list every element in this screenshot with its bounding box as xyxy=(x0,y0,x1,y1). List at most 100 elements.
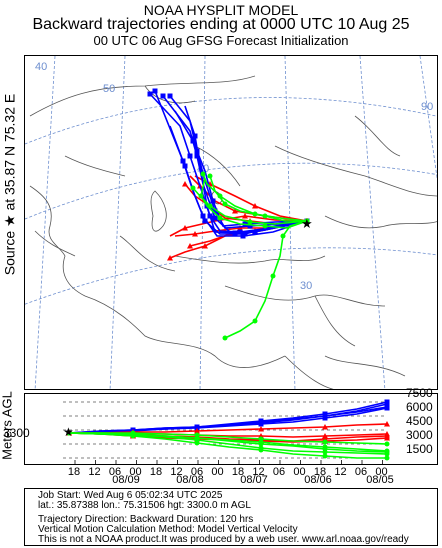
vertical-trajectory-top-3 xyxy=(68,406,388,434)
vertical-trajectory-bottom-12-marker xyxy=(258,439,264,445)
vertical-trajectory-middle-6-marker xyxy=(384,431,390,437)
map-trajectory-middle-3-marker xyxy=(232,208,238,214)
map-trajectory-top-9-marker xyxy=(247,223,253,229)
hour-tick-label: 06 xyxy=(354,466,368,478)
map-trajectory-bottom-14 xyxy=(224,220,308,339)
map-trajectory-bottom-14-marker xyxy=(270,273,276,279)
initialization-subtitle: 00 UTC 06 Aug GFSG Forecast Initializati… xyxy=(93,33,349,48)
graticule xyxy=(25,56,437,389)
vertical-trajectory-middle-7-marker xyxy=(384,435,390,441)
trajectory-map: 50 40 30 40 90 ★ xyxy=(24,55,438,390)
hour-tick-label: 12 xyxy=(252,466,265,478)
map-trajectory-top-13-marker xyxy=(240,233,246,239)
level-label-1500: 1500 xyxy=(406,442,433,456)
map-trajectory-bottom-14-marker xyxy=(280,233,286,239)
vertical-trajectory-bottom-12-marker xyxy=(130,432,136,438)
vertical-trajectory-top-2 xyxy=(68,401,388,434)
map-trajectory-bottom-14-marker xyxy=(222,335,228,341)
vertical-trajectory-bottom-12-marker xyxy=(66,430,72,436)
vertical-trajectory-middle-4-marker xyxy=(384,421,390,427)
level-label-7500: 7500 xyxy=(406,386,433,400)
vertical-source-star: ★ xyxy=(63,425,74,439)
map-trajectory-middle-0-marker xyxy=(182,225,188,231)
job-start-text: Job Start: Wed Aug 6 05:02:34 UTC 2025 xyxy=(38,490,223,501)
latitude-line-40 xyxy=(25,162,437,220)
vertical-trajectory-bottom-12 xyxy=(68,432,388,452)
map-trajectory-middle-5-marker xyxy=(187,243,193,249)
hour-tick-label: 18 xyxy=(313,466,327,478)
hour-tick-label: 12 xyxy=(88,466,101,478)
hour-tick-label: 00 xyxy=(211,466,224,478)
vertical-trajectory-top-2-marker xyxy=(384,399,390,405)
map-trajectory-bottom-16-marker xyxy=(252,211,258,217)
map-trajectory-top-7 xyxy=(154,90,308,235)
hour-tick-label: 12 xyxy=(170,466,183,478)
map-trajectory-bottom-17-marker xyxy=(247,219,253,225)
map-trajectory-bottom-16-marker xyxy=(217,193,223,199)
map-trajectory-top-7-marker xyxy=(152,88,158,94)
map-trajectory-top-12-marker xyxy=(160,93,166,99)
border-central-asia xyxy=(174,255,326,264)
time-axis-ticks xyxy=(74,460,383,464)
date-label-0806: 08/06 xyxy=(304,474,332,486)
hour-tick-label: 00 xyxy=(129,466,142,478)
map-trajectory-top-10-marker xyxy=(232,230,238,236)
caspian-west xyxy=(29,185,86,297)
longitude-line-a xyxy=(34,56,56,389)
map-trajectory-top-7-marker xyxy=(202,218,208,224)
vertical-trajectory-bottom-11 xyxy=(69,432,388,445)
hour-tick-label: 06 xyxy=(272,466,286,478)
map-trajectory-top-8 xyxy=(149,93,308,233)
map-trajectory-top-10-marker xyxy=(192,133,198,139)
map-trajectory-top-13 xyxy=(169,125,308,237)
black-sea xyxy=(34,230,76,257)
border-kazakh xyxy=(194,145,241,187)
hour-tick-label: 06 xyxy=(108,466,122,478)
map-trajectory-middle-0-marker xyxy=(242,213,248,219)
hour-tick-label: 18 xyxy=(231,466,245,478)
map-trajectory-top-8-marker xyxy=(187,153,193,159)
vertical-trajectories xyxy=(66,399,390,461)
india-coast-west xyxy=(284,355,334,389)
vertical-trajectory-top-3-marker xyxy=(322,413,328,419)
map-trajectory-bottom-15-marker xyxy=(207,173,213,179)
vertical-trajectory-bottom-10-marker xyxy=(258,447,264,453)
vertical-profile-canvas: ★ xyxy=(63,399,390,464)
border-south xyxy=(224,285,386,307)
hour-tick-label: 12 xyxy=(334,466,347,478)
arctic-coast xyxy=(29,75,256,117)
map-trajectory-middle-1-marker xyxy=(202,243,208,249)
latitude-line-30 xyxy=(25,247,437,305)
vertical-profile-panel: ★ xyxy=(24,393,438,465)
level-label-6000: 6000 xyxy=(406,400,433,414)
map-trajectory-bottom-14-marker xyxy=(252,318,258,324)
hour-tick-label: 06 xyxy=(190,466,204,478)
vertical-trajectory-bottom-12-marker xyxy=(322,444,328,450)
vertical-trajectory-bottom-10-marker xyxy=(194,440,200,446)
vertical-trajectory-top-3-marker xyxy=(384,404,390,410)
vertical-trajectory-middle-6-marker xyxy=(322,433,328,439)
arabian-coast xyxy=(84,295,286,368)
latitude-line-50 xyxy=(25,97,437,145)
map-trajectory-top-13-marker xyxy=(180,158,186,164)
date-label-0805: 08/05 xyxy=(366,474,394,486)
location-text: lat.: 35.87388 lon.: 75.31506 hgt: 3300.… xyxy=(38,500,251,511)
vertical-trajectory-top-0 xyxy=(68,403,388,434)
border-india xyxy=(314,295,356,347)
date-label-0807: 08/07 xyxy=(240,474,268,486)
map-trajectory-middle-6-marker xyxy=(252,203,258,209)
trajectory-title: Backward trajectories ending at 0000 UTC… xyxy=(32,16,410,33)
border-russia-south xyxy=(274,145,437,197)
coastlines xyxy=(29,75,437,389)
lon-label-90: 90 xyxy=(421,101,433,113)
job-info-box: Job Start: Wed Aug 6 05:02:34 UTC 2025 l… xyxy=(24,488,438,546)
vertical-trajectory-bottom-10-marker xyxy=(384,455,390,461)
hour-tick-label: 18 xyxy=(67,466,81,478)
map-trajectory-bottom-15-marker xyxy=(222,201,228,207)
date-label-0809: 08/09 xyxy=(112,474,140,486)
longitude-line-e xyxy=(359,56,386,389)
map-trajectory-middle-4-marker xyxy=(192,231,198,237)
vertical-trajectory-middle-4-marker xyxy=(322,424,328,430)
level-label-3000: 3000 xyxy=(406,428,433,442)
start-height-label: 3300 xyxy=(3,426,30,440)
